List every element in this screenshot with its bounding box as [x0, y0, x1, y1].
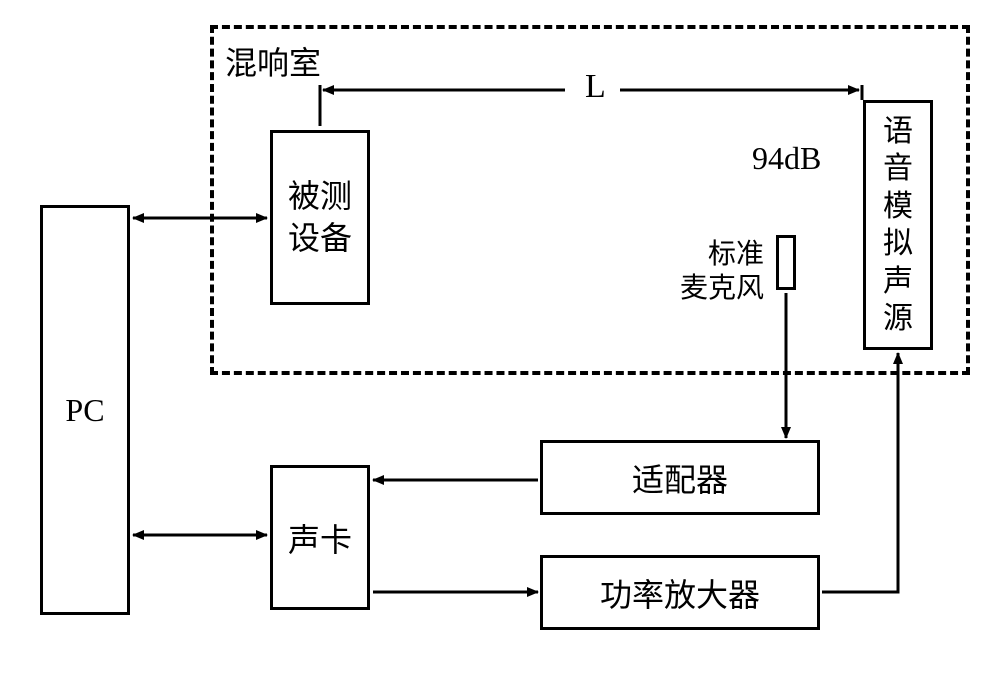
mic-annotation: 标准 麦克风 [680, 238, 764, 305]
adapter-label: 适配器 [632, 455, 728, 501]
pc-box: PC [40, 205, 130, 615]
amplifier-label: 功率放大器 [600, 570, 760, 616]
dut-label: 被测 设备 [288, 176, 352, 259]
source-label: 语 音 模 拟 声 源 [883, 113, 913, 338]
pc-label: PC [65, 392, 104, 429]
mic-box [776, 235, 796, 290]
distance-label: L [585, 68, 606, 106]
sound-card-box: 声卡 [270, 465, 370, 610]
chamber-label: 混响室 [225, 38, 321, 84]
sound-card-label: 声卡 [288, 515, 352, 561]
source-box: 语 音 模 拟 声 源 [863, 100, 933, 350]
dut-box: 被测 设备 [270, 130, 370, 305]
spl-label: 94dB [752, 140, 821, 177]
amplifier-box: 功率放大器 [540, 555, 820, 630]
adapter-box: 适配器 [540, 440, 820, 515]
